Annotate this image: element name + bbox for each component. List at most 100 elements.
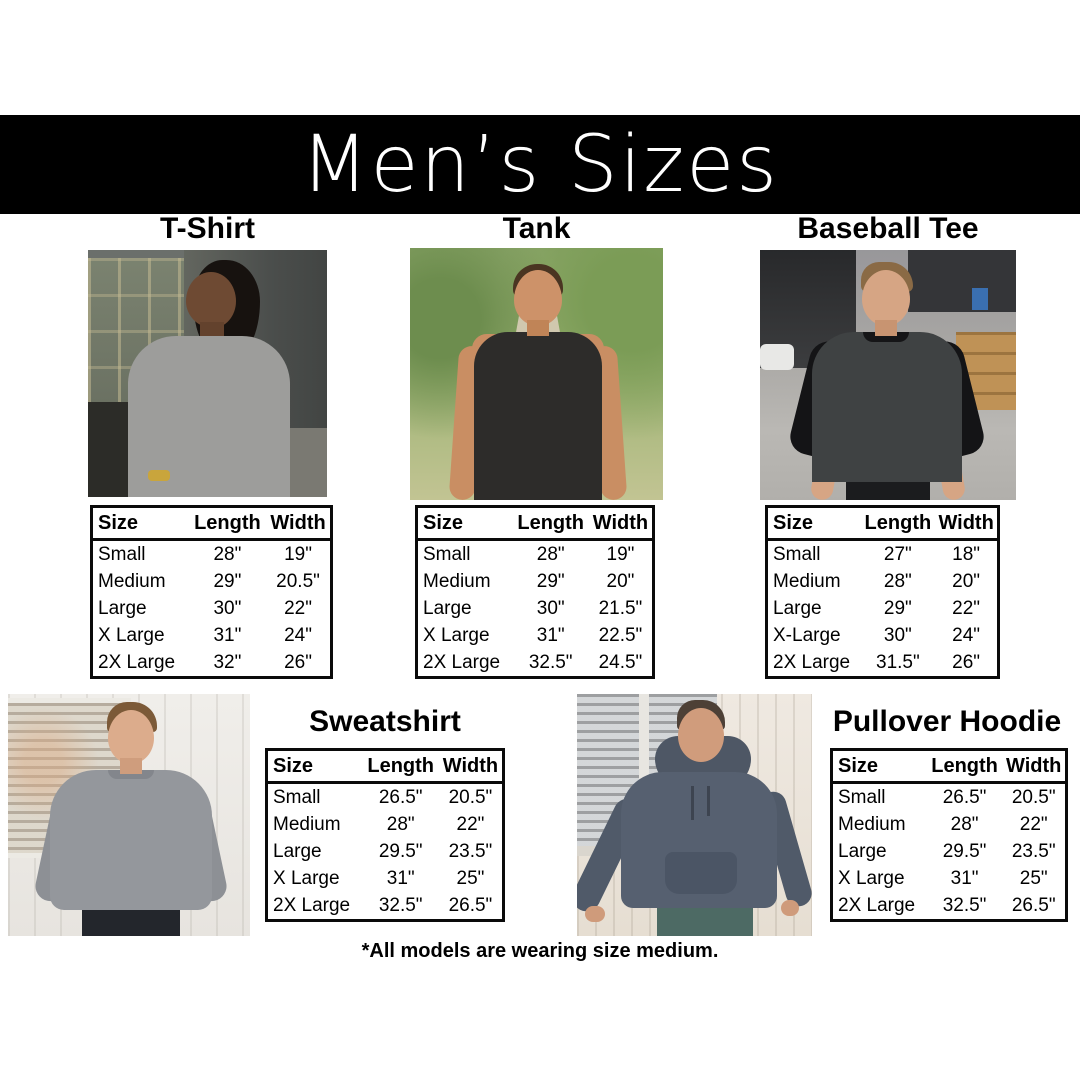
size-cell: X-Large xyxy=(773,624,841,646)
table-row: Medium 28" 22" xyxy=(832,811,1067,838)
size-cell: 2X Large xyxy=(773,651,851,673)
table-header-row: Size Length Width xyxy=(766,507,999,540)
size-cell: Small xyxy=(423,543,471,565)
column-header-width: Width xyxy=(270,511,326,534)
size-table-baseball-tee: Size Length Width Small 27" 18" Medium 28" 20… xyxy=(765,505,1000,679)
table-row: Small 28" 19" xyxy=(92,540,332,569)
width-cell: 19" xyxy=(284,543,312,565)
width-cell: 20.5" xyxy=(1011,786,1056,808)
size-cell: Medium xyxy=(423,570,491,592)
size-cell: Small xyxy=(838,786,886,808)
model-drawstring xyxy=(691,786,694,820)
width-cell: 19" xyxy=(606,543,635,565)
length-cell: 31" xyxy=(213,624,242,646)
model-neck xyxy=(527,320,549,336)
table-row: 2X Large 32.5" 26.5" xyxy=(267,892,504,921)
width-cell: 20.5" xyxy=(448,786,493,808)
length-cell: 28" xyxy=(536,543,565,565)
length-cell: 28" xyxy=(950,813,979,835)
column-header-length: Length xyxy=(864,511,932,534)
model-baseball-tee xyxy=(812,332,962,482)
length-cell: 32.5" xyxy=(378,894,423,916)
width-cell: 20" xyxy=(606,570,635,592)
size-cell: 2X Large xyxy=(98,651,176,673)
model-head xyxy=(862,270,910,326)
heading-pullover-hoodie: Pullover Hoodie xyxy=(832,705,1062,738)
length-cell: 29" xyxy=(213,570,242,592)
column-header-width: Width xyxy=(1006,754,1062,777)
background-truck xyxy=(760,344,794,370)
length-cell: 31.5" xyxy=(876,651,920,673)
size-table-pullover-hoodie: Size Length Width Small 26.5" 20.5" Medium 2… xyxy=(830,748,1068,922)
length-cell: 30" xyxy=(883,624,912,646)
model-head xyxy=(108,710,154,764)
width-cell: 24" xyxy=(952,624,981,646)
size-cell: X Large xyxy=(838,867,905,889)
size-table-tank: Size Length Width Small 28" 19" Medium 29" 20… xyxy=(415,505,655,679)
size-cell: Medium xyxy=(273,813,341,835)
column-header-size: Size xyxy=(423,511,464,534)
size-cell: X Large xyxy=(98,624,165,646)
size-cell: 2X Large xyxy=(423,651,501,673)
size-cell: Small xyxy=(98,543,146,565)
table-row: X Large 31" 24" xyxy=(92,622,332,649)
width-cell: 23.5" xyxy=(448,840,493,862)
width-cell: 22.5" xyxy=(598,624,643,646)
width-cell: 21.5" xyxy=(598,597,643,619)
model-pants xyxy=(657,904,753,936)
table-header-row: Size Length Width xyxy=(831,750,1067,783)
width-cell: 24.5" xyxy=(598,651,643,673)
model-tank-top xyxy=(474,332,602,500)
size-cell: Medium xyxy=(98,570,166,592)
column-header-width: Width xyxy=(938,511,994,534)
size-cell: Large xyxy=(98,597,147,619)
background-blue-sign xyxy=(972,288,988,310)
table-row: Large 29.5" 23.5" xyxy=(832,838,1067,865)
page-title: Men’s Sizes xyxy=(301,119,779,210)
column-header-width: Width xyxy=(592,511,649,534)
size-cell: 2X Large xyxy=(273,894,351,916)
width-cell: 26" xyxy=(284,651,312,673)
length-cell: 26.5" xyxy=(378,786,423,808)
table-row: Medium 29" 20" xyxy=(417,568,654,595)
length-cell: 29.5" xyxy=(378,840,423,862)
photo-tank-model xyxy=(410,248,663,500)
photo-tshirt-model xyxy=(88,250,327,497)
length-cell: 31" xyxy=(536,624,565,646)
width-cell: 22" xyxy=(952,597,981,619)
column-header-size: Size xyxy=(773,511,814,534)
size-cell: X Large xyxy=(423,624,490,646)
length-cell: 28" xyxy=(386,813,415,835)
photo-sweatshirt-model xyxy=(8,694,250,936)
table-row: Medium 29" 20.5" xyxy=(92,568,332,595)
background-window-frame xyxy=(639,694,649,852)
photo-baseball-tee-model xyxy=(760,250,1016,500)
table-header-row: Size Length Width xyxy=(266,750,504,783)
table-row: X-Large 30" 24" xyxy=(767,622,999,649)
model-hoodie xyxy=(621,772,777,908)
length-cell: 32.5" xyxy=(942,894,987,916)
table-row: Medium 28" 22" xyxy=(267,811,504,838)
length-cell: 28" xyxy=(213,543,242,565)
table-row: X Large 31" 25" xyxy=(832,865,1067,892)
model-watch xyxy=(148,470,170,481)
length-cell: 30" xyxy=(536,597,565,619)
heading-tshirt: T-Shirt xyxy=(160,212,255,245)
table-row: 2X Large 31.5" 26" xyxy=(767,649,999,678)
size-cell: Medium xyxy=(773,570,841,592)
width-cell: 18" xyxy=(952,543,981,565)
width-cell: 26.5" xyxy=(448,894,493,916)
table-row: Large 29.5" 23.5" xyxy=(267,838,504,865)
length-cell: 26.5" xyxy=(942,786,987,808)
table-row: 2X Large 32" 26" xyxy=(92,649,332,678)
size-table-sweatshirt: Size Length Width Small 26.5" 20.5" Medium 2… xyxy=(265,748,505,922)
model-sweatshirt xyxy=(50,770,212,910)
model-drawstring xyxy=(707,786,710,816)
width-cell: 25" xyxy=(1019,867,1048,889)
size-cell: Small xyxy=(773,543,821,565)
model-head xyxy=(678,708,724,762)
size-cell: Medium xyxy=(838,813,906,835)
size-cell: Large xyxy=(423,597,472,619)
title-banner: Men’s Sizes xyxy=(0,115,1080,214)
width-cell: 20" xyxy=(952,570,981,592)
